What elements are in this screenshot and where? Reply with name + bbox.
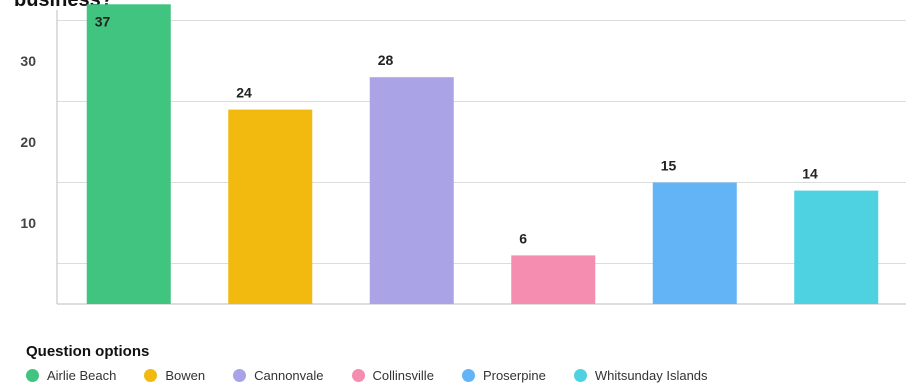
legend-label: Airlie Beach <box>47 368 117 383</box>
legend-item: Whitsunday Islands <box>573 368 708 383</box>
legend-label: Proserpine <box>482 368 546 383</box>
bar <box>369 77 454 304</box>
legend-title: Question options <box>26 343 150 360</box>
legend-swatch <box>26 369 39 382</box>
legend-label: Bowen <box>165 368 206 383</box>
y-tick-label: 20 <box>20 134 36 150</box>
legend-swatch <box>461 369 475 382</box>
bar <box>652 182 737 304</box>
y-tick-label: 30 <box>20 53 36 69</box>
chart-title-fragment: business? <box>14 0 113 11</box>
y-tick-label: 10 <box>20 215 36 231</box>
legend-swatch <box>144 369 158 382</box>
legend: Question options Airlie Beach Bowen Cannon… <box>26 343 906 383</box>
data-label: 24 <box>236 85 252 101</box>
bar <box>794 190 879 304</box>
y-axis: 10203040 <box>20 10 58 304</box>
data-label: 37 <box>95 13 111 29</box>
legend-items: Airlie Beach Bowen Cannonvale Collinsville P… <box>26 368 906 383</box>
bar <box>228 109 313 304</box>
legend-label: Cannonvale <box>254 368 324 383</box>
data-label: 6 <box>519 230 527 246</box>
legend-label: Collinsville <box>372 368 434 383</box>
bar <box>511 255 596 304</box>
legend-item: Cannonvale <box>233 368 324 383</box>
bar <box>86 4 171 305</box>
legend-swatch <box>351 369 365 382</box>
grid-lines <box>57 20 906 305</box>
data-label: 15 <box>661 158 677 174</box>
bars <box>86 4 879 305</box>
legend-swatch <box>233 369 247 382</box>
legend-swatch <box>573 369 587 382</box>
legend-item: Bowen <box>144 368 205 383</box>
legend-item: Proserpine <box>461 368 546 383</box>
data-label: 14 <box>802 166 818 182</box>
data-label: 28 <box>378 52 394 68</box>
legend-item: Collinsville <box>351 368 434 383</box>
legend-label: Whitsunday Islands <box>594 368 708 383</box>
data-labels: 37 24 28 6 15 14 <box>95 13 818 246</box>
legend-item: Airlie Beach <box>26 368 116 383</box>
